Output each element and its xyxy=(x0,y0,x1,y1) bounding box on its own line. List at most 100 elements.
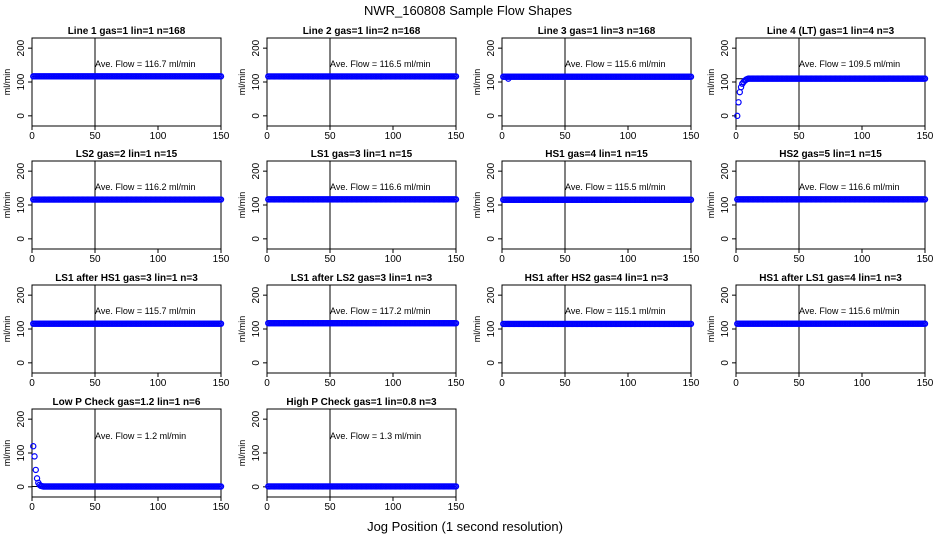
panel-title: LS2 gas=2 lin=1 n=15 xyxy=(76,149,178,160)
panel-title: High P Check gas=1 lin=0.8 n=3 xyxy=(286,397,437,408)
x-tick-label: 150 xyxy=(917,131,934,142)
x-tick-label: 0 xyxy=(29,131,35,142)
y-tick-label: 200 xyxy=(720,39,731,56)
data-point xyxy=(30,443,37,450)
data-point xyxy=(737,83,745,91)
data-points xyxy=(734,320,929,327)
x-tick-label: 50 xyxy=(793,254,805,265)
y-axis-label: ml/min xyxy=(237,69,247,96)
x-tick-label: 50 xyxy=(559,378,571,389)
y-axis-label: ml/min xyxy=(2,316,12,343)
x-tick-label: 150 xyxy=(448,502,465,513)
y-tick-label: 100 xyxy=(251,444,262,461)
x-tick-label: 50 xyxy=(559,254,571,265)
y-tick-label: 0 xyxy=(251,236,262,242)
panel-1: Line 1 gas=1 lin=1 n=168 0 50 100 150 0 100 200… xyxy=(2,26,230,142)
x-tick-label: 0 xyxy=(29,254,35,265)
x-tick-label: 50 xyxy=(793,131,805,142)
x-tick-label: 100 xyxy=(150,131,167,142)
x-tick-label: 0 xyxy=(733,254,739,265)
data-points xyxy=(734,196,929,203)
x-tick-label: 100 xyxy=(854,378,871,389)
data-point xyxy=(687,196,695,203)
panel-13: Low P Check gas=1.2 lin=1 n=6 0 50 100 150 0 1… xyxy=(2,397,230,513)
y-tick-label: 200 xyxy=(486,286,497,303)
x-tick-label: 100 xyxy=(854,131,871,142)
x-tick-label: 50 xyxy=(324,378,336,389)
plot-frame xyxy=(501,160,692,250)
plot-frame xyxy=(31,284,222,374)
data-points xyxy=(500,73,695,82)
y-tick-label: 100 xyxy=(251,196,262,213)
data-point xyxy=(452,319,460,327)
plot-frame xyxy=(501,284,692,374)
x-tick-label: 0 xyxy=(264,502,270,513)
y-axis-label: ml/min xyxy=(472,69,482,96)
y-tick-label: 200 xyxy=(16,162,27,179)
data-point xyxy=(217,320,225,327)
panel-6: LS1 gas=3 lin=1 n=15 0 50 100 150 0 100 200 ml/m… xyxy=(237,149,465,265)
average-flow-annotation: Ave. Flow = 1.2 ml/min xyxy=(95,431,186,441)
panel-title: HS1 gas=4 lin=1 n=15 xyxy=(545,149,648,160)
y-axis-label: ml/min xyxy=(472,316,482,343)
panel-title: Low P Check gas=1.2 lin=1 n=6 xyxy=(53,397,201,408)
panel-12: HS1 after LS1 gas=4 lin=1 n=3 0 50 100 150 0 1… xyxy=(706,273,934,389)
y-tick-label: 100 xyxy=(251,320,262,337)
x-tick-label: 50 xyxy=(89,502,101,513)
average-flow-annotation: Ave. Flow = 115.5 ml/min xyxy=(565,182,665,192)
y-tick-label: 100 xyxy=(720,320,731,337)
y-tick-label: 0 xyxy=(16,360,27,366)
data-points xyxy=(500,320,695,328)
x-tick-label: 0 xyxy=(499,131,505,142)
average-flow-annotation: Ave. Flow = 116.6 ml/min xyxy=(799,182,899,192)
y-tick-label: 0 xyxy=(486,236,497,242)
y-axis-label: ml/min xyxy=(2,69,12,96)
panel-title: Line 3 gas=1 lin=3 n=168 xyxy=(538,26,656,37)
y-tick-label: 100 xyxy=(16,320,27,337)
x-tick-label: 0 xyxy=(29,378,35,389)
average-flow-annotation: Ave. Flow = 116.2 ml/min xyxy=(95,182,195,192)
figure-x-label: Jog Position (1 second resolution) xyxy=(367,519,563,534)
average-flow-annotation: Ave. Flow = 116.5 ml/min xyxy=(330,59,430,69)
x-tick-label: 150 xyxy=(683,254,700,265)
panel-7: HS1 gas=4 lin=1 n=15 0 50 100 150 0 100 200 ml/m… xyxy=(472,149,700,265)
average-flow-annotation: Ave. Flow = 115.1 ml/min xyxy=(565,306,665,316)
data-point xyxy=(734,112,741,120)
data-points xyxy=(500,196,695,203)
data-point xyxy=(921,320,929,327)
data-point xyxy=(217,483,225,490)
y-tick-label: 0 xyxy=(720,360,731,366)
x-tick-label: 100 xyxy=(385,502,402,513)
x-tick-label: 150 xyxy=(213,254,230,265)
x-tick-label: 0 xyxy=(264,378,270,389)
y-axis-label: ml/min xyxy=(706,316,716,343)
y-tick-label: 0 xyxy=(16,113,27,119)
y-tick-label: 200 xyxy=(486,162,497,179)
y-tick-label: 100 xyxy=(486,320,497,337)
y-tick-label: 0 xyxy=(16,236,27,242)
panel-2: Line 2 gas=1 lin=2 n=168 0 50 100 150 0 100 200… xyxy=(237,26,465,142)
y-axis-label: ml/min xyxy=(237,192,247,219)
x-tick-label: 50 xyxy=(793,378,805,389)
plot-frame xyxy=(501,37,692,127)
average-flow-annotation: Ave. Flow = 109.5 ml/min xyxy=(799,59,900,69)
panel-9: LS1 after HS1 gas=3 lin=1 n=3 0 50 100 150 0 1… xyxy=(2,273,230,389)
x-tick-label: 100 xyxy=(620,131,637,142)
data-point xyxy=(921,75,929,82)
x-tick-label: 0 xyxy=(264,254,270,265)
panel-title: HS1 after HS2 gas=4 lin=1 n=3 xyxy=(525,273,669,284)
x-tick-label: 100 xyxy=(150,254,167,265)
y-tick-label: 200 xyxy=(720,286,731,303)
data-point xyxy=(452,483,460,490)
y-tick-label: 0 xyxy=(486,360,497,366)
plot-frame xyxy=(735,37,926,127)
data-point xyxy=(687,320,695,328)
x-tick-label: 50 xyxy=(89,254,101,265)
y-tick-label: 0 xyxy=(251,360,262,366)
panel-title: Line 4 (LT) gas=1 lin=4 n=3 xyxy=(767,26,895,37)
y-tick-label: 200 xyxy=(251,286,262,303)
panel-title: LS1 after HS1 gas=3 lin=1 n=3 xyxy=(55,273,198,284)
average-flow-annotation: Ave. Flow = 117.2 ml/min xyxy=(330,306,430,316)
plot-frame xyxy=(735,284,926,374)
average-flow-annotation: Ave. Flow = 115.6 ml/min xyxy=(565,59,665,69)
